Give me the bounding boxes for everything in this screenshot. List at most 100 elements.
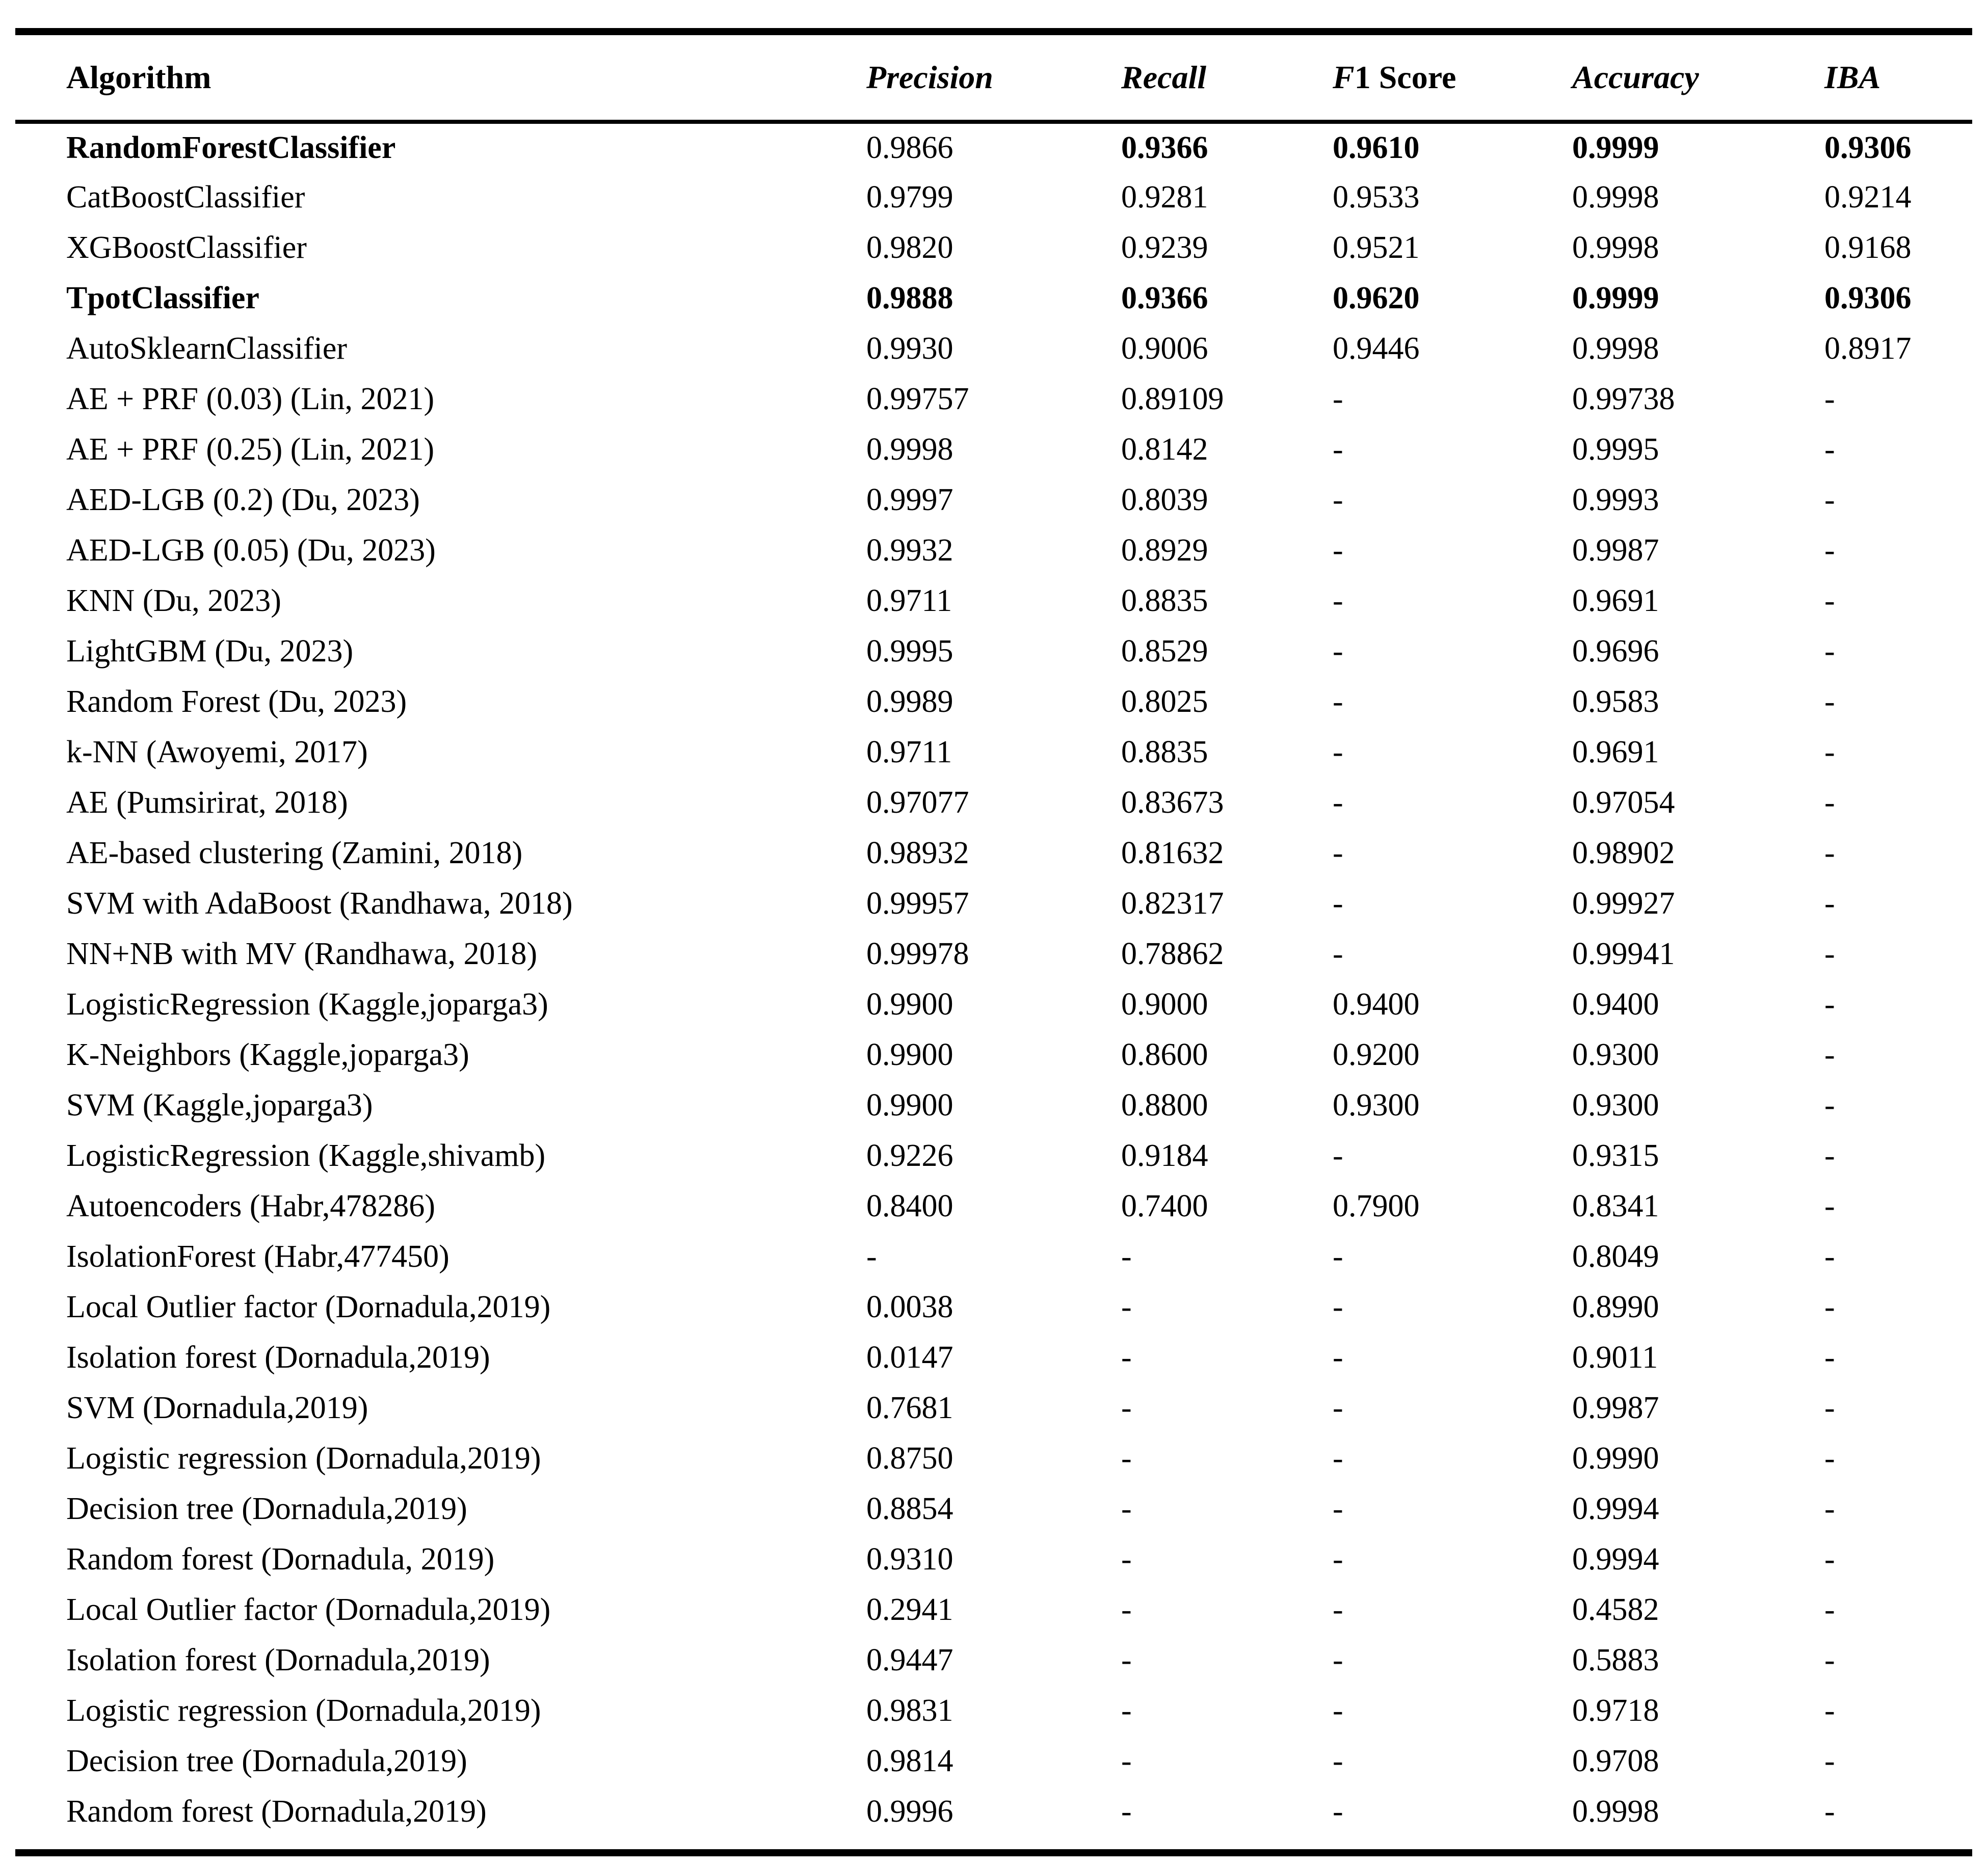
cell-algorithm: Random forest (Dornadula,2019)	[66, 1794, 487, 1829]
cell-iba: -	[1824, 1391, 1835, 1425]
cell-accuracy: 0.9994	[1572, 1542, 1659, 1577]
cell-algorithm: Autoencoders (Habr,478286)	[66, 1189, 436, 1223]
cell-iba: -	[1824, 1794, 1835, 1829]
cell-precision: 0.9998	[866, 432, 953, 467]
cell-precision: 0.9799	[866, 180, 953, 215]
cell-recall: 0.9366	[1121, 281, 1208, 315]
cell-f1-score: -	[1333, 1138, 1343, 1173]
table-row: SVM (Kaggle,joparga3) 0.9900 0.8800 0.93…	[15, 1080, 1972, 1131]
cell-recall: -	[1121, 1340, 1132, 1375]
cell-recall: 0.83673	[1121, 785, 1224, 820]
cell-algorithm: IsolationForest (Habr,477450)	[66, 1239, 449, 1274]
table-row: AE (Pumsirirat, 2018) 0.97077 0.83673 - …	[15, 778, 1972, 828]
cell-algorithm: Isolation forest (Dornadula,2019)	[66, 1340, 490, 1375]
cell-f1-score: -	[1333, 1794, 1343, 1829]
cell-recall: 0.9281	[1121, 180, 1208, 215]
cell-iba: -	[1824, 684, 1835, 719]
cell-precision: 0.99757	[866, 382, 969, 416]
table-row: XGBoostClassifier 0.9820 0.9239 0.9521 0…	[15, 223, 1972, 273]
cell-accuracy: 0.9998	[1572, 180, 1659, 215]
cell-precision: 0.9820	[866, 230, 953, 265]
table-row: LogisticRegression (Kaggle,shivamb) 0.92…	[15, 1131, 1972, 1181]
cell-f1-score: 0.9200	[1333, 1037, 1420, 1072]
cell-algorithm: Logistic regression (Dornadula,2019)	[66, 1693, 541, 1728]
table-row: AE + PRF (0.25) (Lin, 2021) 0.9998 0.814…	[15, 424, 1972, 475]
cell-algorithm: Decision tree (Dornadula,2019)	[66, 1744, 467, 1778]
cell-iba: -	[1824, 937, 1835, 971]
cell-recall: 0.8529	[1121, 634, 1208, 669]
table-row: AE + PRF (0.03) (Lin, 2021) 0.99757 0.89…	[15, 374, 1972, 424]
table-body: RandomForestClassifier 0.9866 0.9366 0.9…	[15, 122, 1972, 1837]
cell-accuracy: 0.4582	[1572, 1592, 1659, 1627]
table-row: KNN (Du, 2023) 0.9711 0.8835 - 0.9691 -	[15, 576, 1972, 626]
cell-f1-score: -	[1333, 1542, 1343, 1577]
cell-accuracy: 0.9400	[1572, 987, 1659, 1022]
cell-accuracy: 0.9315	[1572, 1138, 1659, 1173]
results-table: Algorithm Precision Recall F1 Score Accu…	[15, 35, 1972, 1837]
cell-precision: 0.9900	[866, 1088, 953, 1123]
cell-iba: -	[1824, 382, 1835, 416]
cell-iba: -	[1824, 1693, 1835, 1728]
column-header-accuracy: Accuracy	[1572, 35, 1824, 124]
cell-algorithm: AE-based clustering (Zamini, 2018)	[66, 836, 523, 870]
cell-accuracy: 0.9718	[1572, 1693, 1659, 1728]
cell-precision: 0.7681	[866, 1391, 953, 1425]
cell-precision: 0.9930	[866, 331, 953, 366]
cell-precision: 0.9997	[866, 483, 953, 517]
cell-algorithm: SVM with AdaBoost (Randhawa, 2018)	[66, 886, 573, 921]
column-header-iba: IBA	[1824, 35, 1972, 124]
cell-accuracy: 0.99927	[1572, 886, 1675, 921]
cell-recall: 0.81632	[1121, 836, 1224, 870]
cell-algorithm: LogisticRegression (Kaggle,joparga3)	[66, 987, 548, 1022]
table-row: Autoencoders (Habr,478286) 0.8400 0.7400…	[15, 1181, 1972, 1232]
cell-accuracy: 0.99738	[1572, 382, 1675, 416]
cell-algorithm: Isolation forest (Dornadula,2019)	[66, 1643, 490, 1677]
cell-f1-score: -	[1333, 735, 1343, 769]
cell-recall: 0.8039	[1121, 483, 1208, 517]
cell-accuracy: 0.9987	[1572, 1391, 1659, 1425]
cell-iba: -	[1824, 1239, 1835, 1274]
cell-iba: -	[1824, 432, 1835, 467]
cell-precision: 0.9995	[866, 634, 953, 669]
table-row: LogisticRegression (Kaggle,joparga3) 0.9…	[15, 979, 1972, 1030]
cell-iba: -	[1824, 1088, 1835, 1123]
cell-recall: 0.8835	[1121, 735, 1208, 769]
cell-precision: 0.8750	[866, 1441, 953, 1476]
table-row: CatBoostClassifier 0.9799 0.9281 0.9533 …	[15, 172, 1972, 223]
table-row: Random Forest (Du, 2023) 0.9989 0.8025 -…	[15, 677, 1972, 727]
cell-algorithm: AE + PRF (0.25) (Lin, 2021)	[66, 432, 435, 467]
cell-algorithm: AutoSklearnClassifier	[66, 331, 348, 366]
table-row: K-Neighbors (Kaggle,joparga3) 0.9900 0.8…	[15, 1030, 1972, 1080]
cell-f1-score: 0.7900	[1333, 1189, 1420, 1223]
cell-accuracy: 0.9993	[1572, 483, 1659, 517]
cell-precision: 0.9932	[866, 533, 953, 568]
cell-accuracy: 0.9999	[1572, 281, 1659, 315]
cell-recall: 0.9184	[1121, 1138, 1208, 1173]
cell-recall: 0.8600	[1121, 1037, 1208, 1072]
cell-precision: 0.9711	[866, 735, 952, 769]
cell-accuracy: 0.8341	[1572, 1189, 1659, 1223]
cell-iba: -	[1824, 1744, 1835, 1778]
cell-recall: 0.9000	[1121, 987, 1208, 1022]
cell-precision: 0.9711	[866, 583, 952, 618]
cell-accuracy: 0.9011	[1572, 1340, 1658, 1375]
cell-f1-score: 0.9610	[1333, 130, 1420, 165]
table-row: Local Outlier factor (Dornadula,2019) 0.…	[15, 1282, 1972, 1332]
cell-recall: -	[1121, 1239, 1132, 1274]
cell-algorithm: k-NN (Awoyemi, 2017)	[66, 735, 368, 769]
table-row: TpotClassifier 0.9888 0.9366 0.9620 0.99…	[15, 273, 1972, 324]
cell-precision: 0.9888	[866, 281, 953, 315]
cell-iba: -	[1824, 634, 1835, 669]
cell-recall: 0.8835	[1121, 583, 1208, 618]
cell-accuracy: 0.9300	[1572, 1088, 1659, 1123]
cell-iba: -	[1824, 483, 1835, 517]
cell-iba: 0.9306	[1824, 281, 1912, 315]
cell-algorithm: AED-LGB (0.05) (Du, 2023)	[66, 533, 436, 568]
table-row: k-NN (Awoyemi, 2017) 0.9711 0.8835 - 0.9…	[15, 727, 1972, 778]
cell-recall: -	[1121, 1391, 1132, 1425]
cell-f1-score: -	[1333, 1340, 1343, 1375]
cell-precision: 0.9866	[866, 130, 953, 165]
column-header-algorithm: Algorithm	[15, 35, 866, 124]
cell-iba: -	[1824, 533, 1835, 568]
cell-iba: -	[1824, 1189, 1835, 1223]
